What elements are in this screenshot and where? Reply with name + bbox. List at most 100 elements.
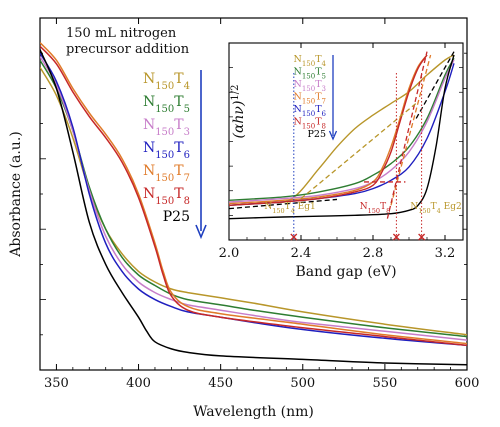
text-part: P25 xyxy=(163,209,190,225)
text-part: N xyxy=(143,117,155,133)
text-part: N xyxy=(410,202,418,212)
text-part: 8 xyxy=(386,207,390,215)
x-tick-label: 500 xyxy=(290,376,315,391)
inset-x-axis-label: Band gap (eV) xyxy=(295,264,396,280)
inset-legend-arrow-head xyxy=(328,130,338,141)
text-part: 150 xyxy=(302,60,315,68)
text-part: N xyxy=(294,104,302,115)
text-part: Eg1 xyxy=(295,202,316,212)
legend-entry: N150T7 xyxy=(143,163,190,184)
bandgap-marker-x xyxy=(290,233,298,241)
legend-entry: N150T4 xyxy=(143,71,190,92)
annotation-text: 150 mL nitrogen xyxy=(66,26,177,41)
inset-y-axis-label: (αhν)1/2 xyxy=(230,85,248,139)
text-part: 150 xyxy=(155,150,174,161)
text-part: 8 xyxy=(322,123,326,131)
text-part: 4 xyxy=(322,60,327,68)
text-part: T xyxy=(315,79,322,90)
bandgap-marker-x xyxy=(392,233,400,241)
text-part: P25 xyxy=(308,129,326,140)
x-tick-label: 350 xyxy=(44,376,69,391)
text-part: 150 xyxy=(302,110,315,118)
text-part: T xyxy=(174,71,184,87)
text-part: N xyxy=(143,140,155,156)
text-part: 150 xyxy=(272,207,284,215)
text-part: (αhν) xyxy=(231,101,247,139)
inset-x-tick-label: 2.8 xyxy=(363,246,384,261)
text-part: T xyxy=(285,202,291,212)
annotation-text: precursor addition xyxy=(66,42,190,57)
text-part: N xyxy=(294,54,302,65)
inset-series-line xyxy=(229,54,455,220)
text-part: T xyxy=(380,202,386,212)
inset-series-line xyxy=(229,54,428,206)
main-chart: 350 400 450 500 550 600 Wavelength (nm) Absorba… xyxy=(8,17,480,420)
text-part: 5 xyxy=(322,73,326,81)
text-part: 6 xyxy=(322,110,327,118)
text-part: 3 xyxy=(184,127,190,138)
text-part: 4 xyxy=(291,207,295,215)
legend-entry: P25 xyxy=(163,209,190,225)
bandgap-marker-label: N150T8 xyxy=(360,202,390,215)
inset-legend-entry: N150T6 xyxy=(294,104,327,118)
text-part: 150 xyxy=(418,207,430,215)
text-part: 1/2 xyxy=(230,85,241,101)
tangent-line xyxy=(229,198,338,210)
inset-series xyxy=(229,51,455,220)
text-part: N xyxy=(294,79,302,90)
text-part: 150 xyxy=(155,104,174,115)
inset-x-tick-label: 2.4 xyxy=(291,246,312,261)
main-series xyxy=(40,42,467,366)
legend-entry: N150T5 xyxy=(143,94,190,115)
inset-x-tick-label: 3.2 xyxy=(435,246,456,261)
text-part: 150 xyxy=(302,98,315,106)
text-part: 4 xyxy=(184,81,190,92)
legend-arrow-head xyxy=(195,224,207,240)
text-part: T xyxy=(315,117,322,128)
inset-legend-entry: P25 xyxy=(308,129,326,140)
text-part: 150 xyxy=(302,73,315,81)
x-tick-label: 450 xyxy=(208,376,233,391)
text-part: 7 xyxy=(184,173,190,184)
text-part: T xyxy=(431,202,437,212)
series-line xyxy=(40,52,467,347)
x-tick-label: 600 xyxy=(455,376,480,391)
legend-entry: N150T8 xyxy=(143,186,190,207)
x-axis-label: Wavelength (nm) xyxy=(193,404,314,420)
series-line xyxy=(40,49,467,366)
inset-series-line xyxy=(229,54,428,205)
text-part: N xyxy=(143,163,155,179)
series-line xyxy=(40,42,467,345)
text-part: 5 xyxy=(184,104,190,115)
inset-legend-entry: N150T4 xyxy=(294,54,327,68)
tangent-line xyxy=(300,101,419,200)
text-part: 150 xyxy=(368,207,380,215)
text-part: 150 xyxy=(155,127,174,138)
legend-entry: N150T6 xyxy=(143,140,190,161)
text-part: N xyxy=(294,117,302,128)
series-line xyxy=(40,45,467,347)
text-part: 150 xyxy=(155,173,174,184)
text-part: 7 xyxy=(322,98,326,106)
text-part: T xyxy=(174,94,184,110)
inset-legend-entry: N150T8 xyxy=(294,117,327,131)
text-part: 4 xyxy=(437,207,441,215)
legend-entry: N150T3 xyxy=(143,117,190,138)
text-part: T xyxy=(174,140,184,156)
text-part: T xyxy=(315,92,322,103)
text-part: 3 xyxy=(322,85,326,93)
text-part: N xyxy=(143,186,155,202)
text-part: T xyxy=(315,67,322,78)
text-part: 150 xyxy=(155,196,174,207)
text-part: 6 xyxy=(184,150,190,161)
text-part: T xyxy=(174,117,184,133)
text-part: T xyxy=(315,54,322,65)
series-line xyxy=(40,66,467,336)
x-tick-label: 550 xyxy=(372,376,397,391)
tangent-line xyxy=(415,51,455,119)
y-axis-label: Absorbance (a.u.) xyxy=(8,131,24,257)
text-part: T xyxy=(315,104,322,115)
